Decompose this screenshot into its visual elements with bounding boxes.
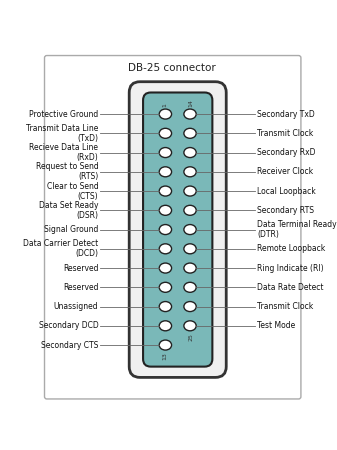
Text: Clear to Send
(CTS): Clear to Send (CTS) [47, 181, 98, 201]
Ellipse shape [159, 263, 172, 273]
Text: Transmit Clock: Transmit Clock [257, 302, 313, 311]
Ellipse shape [184, 282, 196, 292]
Ellipse shape [184, 186, 196, 196]
Text: Secondary RTS: Secondary RTS [257, 206, 314, 215]
Text: Request to Send
(RTS): Request to Send (RTS) [36, 162, 98, 181]
Text: 25: 25 [188, 333, 193, 341]
Ellipse shape [184, 109, 196, 119]
Ellipse shape [184, 225, 196, 234]
Ellipse shape [159, 167, 172, 177]
Text: Secondary DCD: Secondary DCD [39, 321, 98, 330]
Ellipse shape [159, 186, 172, 196]
Ellipse shape [159, 340, 172, 350]
Text: 1: 1 [162, 103, 167, 107]
Ellipse shape [184, 128, 196, 138]
Ellipse shape [159, 244, 172, 254]
Ellipse shape [184, 321, 196, 331]
Ellipse shape [159, 321, 172, 331]
Text: Protective Ground: Protective Ground [29, 109, 98, 118]
Ellipse shape [159, 205, 172, 215]
FancyBboxPatch shape [129, 82, 226, 378]
Text: Receiver Clock: Receiver Clock [257, 167, 313, 176]
Text: Data Carrier Detect
(DCD): Data Carrier Detect (DCD) [23, 239, 98, 258]
Text: Data Rate Detect: Data Rate Detect [257, 283, 324, 292]
Ellipse shape [159, 128, 172, 138]
Text: Signal Ground: Signal Ground [44, 225, 98, 234]
FancyBboxPatch shape [143, 93, 212, 367]
Ellipse shape [159, 109, 172, 119]
FancyBboxPatch shape [44, 55, 301, 399]
Text: Local Loopback: Local Loopback [257, 187, 316, 196]
Ellipse shape [159, 302, 172, 311]
Ellipse shape [184, 263, 196, 273]
Text: Secondary RxD: Secondary RxD [257, 148, 315, 157]
Text: Secondary TxD: Secondary TxD [257, 109, 315, 118]
Ellipse shape [184, 244, 196, 254]
Text: Recieve Data Line
(RxD): Recieve Data Line (RxD) [29, 143, 98, 162]
Text: Transmit Data Line
(TxD): Transmit Data Line (TxD) [26, 124, 98, 143]
Text: Remote Loopback: Remote Loopback [257, 244, 325, 253]
Ellipse shape [159, 225, 172, 234]
Text: Unassigned: Unassigned [54, 302, 98, 311]
Ellipse shape [184, 148, 196, 157]
Ellipse shape [184, 205, 196, 215]
Text: Data Set Ready
(DSR): Data Set Ready (DSR) [39, 201, 98, 220]
Text: 14: 14 [188, 99, 193, 107]
Text: 13: 13 [162, 352, 167, 360]
Text: Reserved: Reserved [63, 283, 98, 292]
Ellipse shape [184, 302, 196, 311]
Text: Test Mode: Test Mode [257, 321, 295, 330]
Text: Data Terminal Ready
(DTR): Data Terminal Ready (DTR) [257, 220, 337, 239]
Ellipse shape [159, 282, 172, 292]
Ellipse shape [159, 148, 172, 157]
Text: Transmit Clock: Transmit Clock [257, 129, 313, 138]
Text: Ring Indicate (RI): Ring Indicate (RI) [257, 264, 324, 273]
Ellipse shape [184, 167, 196, 177]
Text: Secondary CTS: Secondary CTS [41, 341, 98, 350]
Text: DB-25 connector: DB-25 connector [128, 63, 216, 73]
Text: Reserved: Reserved [63, 264, 98, 273]
